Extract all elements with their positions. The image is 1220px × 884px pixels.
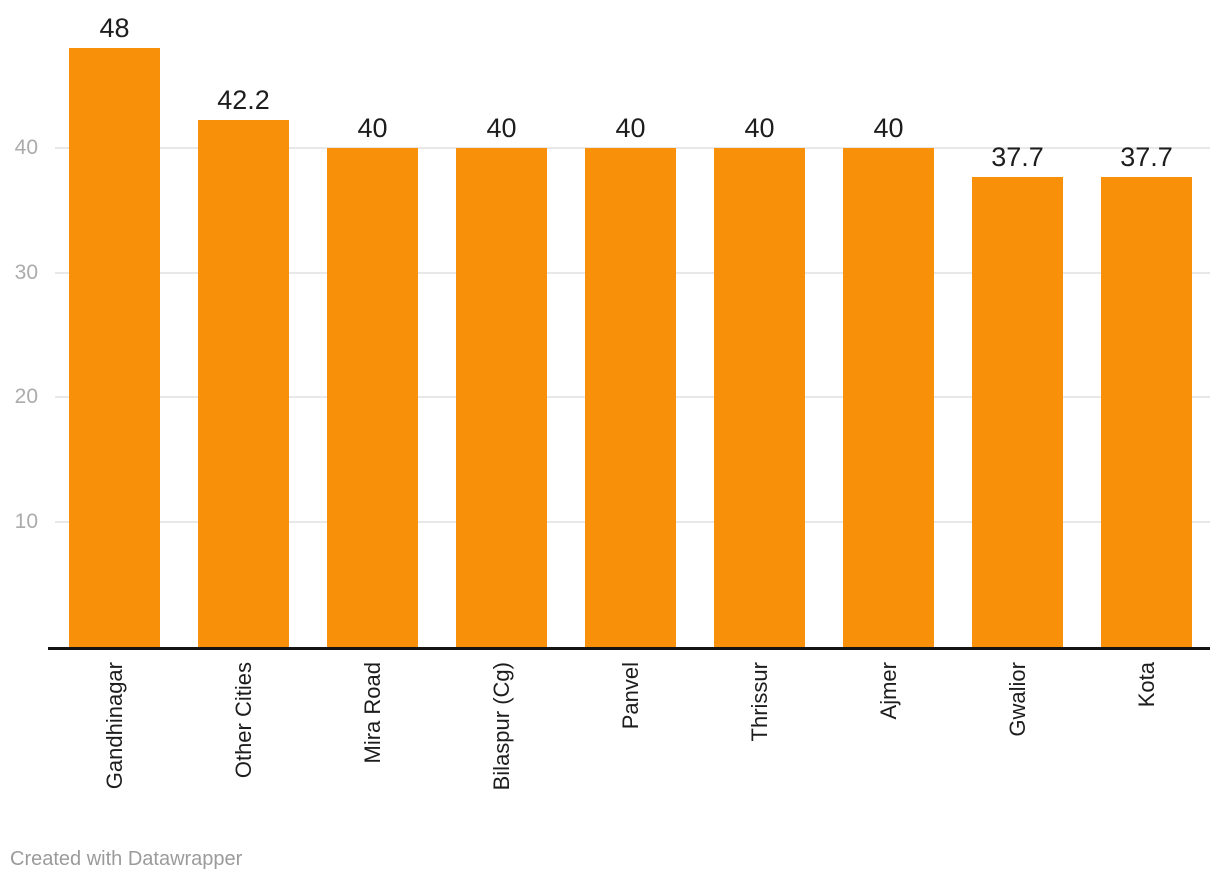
bar-value-label: 40 xyxy=(357,112,388,143)
bar xyxy=(1101,176,1192,647)
bar-value-label: 37.7 xyxy=(1120,141,1173,172)
bar-value-label: 40 xyxy=(744,112,775,143)
x-axis-category-label: Gwalior xyxy=(1004,662,1030,737)
x-axis-line xyxy=(48,647,1210,650)
x-axis-category-label: Mira Road xyxy=(359,662,385,764)
bar xyxy=(972,176,1063,647)
bar xyxy=(198,120,289,647)
bar-value-label: 40 xyxy=(486,112,517,143)
bar xyxy=(327,147,418,647)
bar xyxy=(456,147,547,647)
x-axis-category-label: Kota xyxy=(1133,662,1159,708)
x-axis-category-label: Gandhinagar xyxy=(101,662,127,790)
y-axis-tick-label: 10 xyxy=(14,510,38,533)
bar-value-label: 42.2 xyxy=(217,85,270,116)
bar-value-label: 40 xyxy=(873,112,904,143)
y-axis-tick-label: 30 xyxy=(14,261,38,284)
x-axis-category-label: Other Cities xyxy=(230,662,256,779)
x-axis-category-label: Thrissur xyxy=(746,662,772,742)
datawrapper-credit-link[interactable]: Created with Datawrapper xyxy=(10,848,243,870)
y-axis-tick-label: 40 xyxy=(14,136,38,159)
x-axis-category-label: Bilaspur (Cg) xyxy=(488,662,514,791)
bar xyxy=(714,147,805,647)
y-axis-tick-label: 20 xyxy=(14,385,38,408)
bar xyxy=(585,147,676,647)
bar-value-label: 40 xyxy=(615,112,646,143)
x-axis-category-label: Ajmer xyxy=(875,662,901,720)
bar-value-label: 48 xyxy=(99,12,130,43)
bar-value-label: 37.7 xyxy=(991,141,1044,172)
bar xyxy=(843,147,934,647)
x-axis-category-label: Panvel xyxy=(617,662,643,730)
bar xyxy=(69,47,160,647)
